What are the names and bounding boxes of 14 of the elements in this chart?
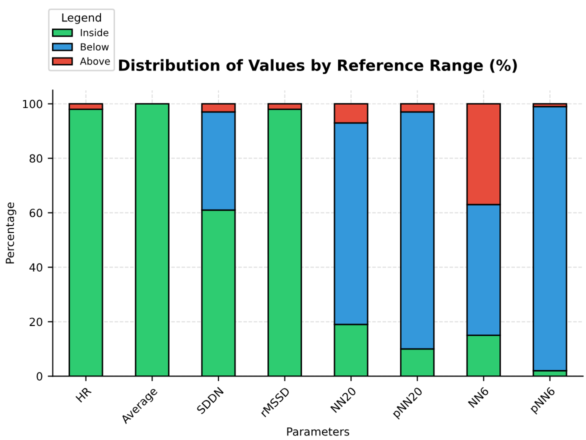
legend-title: Legend <box>62 13 101 24</box>
x-tick-label: HR <box>76 386 92 402</box>
y-tick-label: 20 <box>30 318 42 326</box>
y-tick-label: 60 <box>30 208 42 218</box>
y-tick-label: 0 <box>36 372 42 381</box>
chart-title: Distribution of Values by Reference Range (%) <box>119 59 517 74</box>
legend-label: Below <box>80 43 109 51</box>
legend-label: Inside <box>80 28 108 36</box>
y-tick-label: 100 <box>23 100 42 108</box>
y-tick-label: 40 <box>29 263 42 272</box>
x-axis-title: Parameters <box>287 428 350 436</box>
y-axis-title: Percentage <box>6 202 16 264</box>
legend-label: Above <box>80 57 110 65</box>
y-tick-label: 80 <box>30 154 42 163</box>
